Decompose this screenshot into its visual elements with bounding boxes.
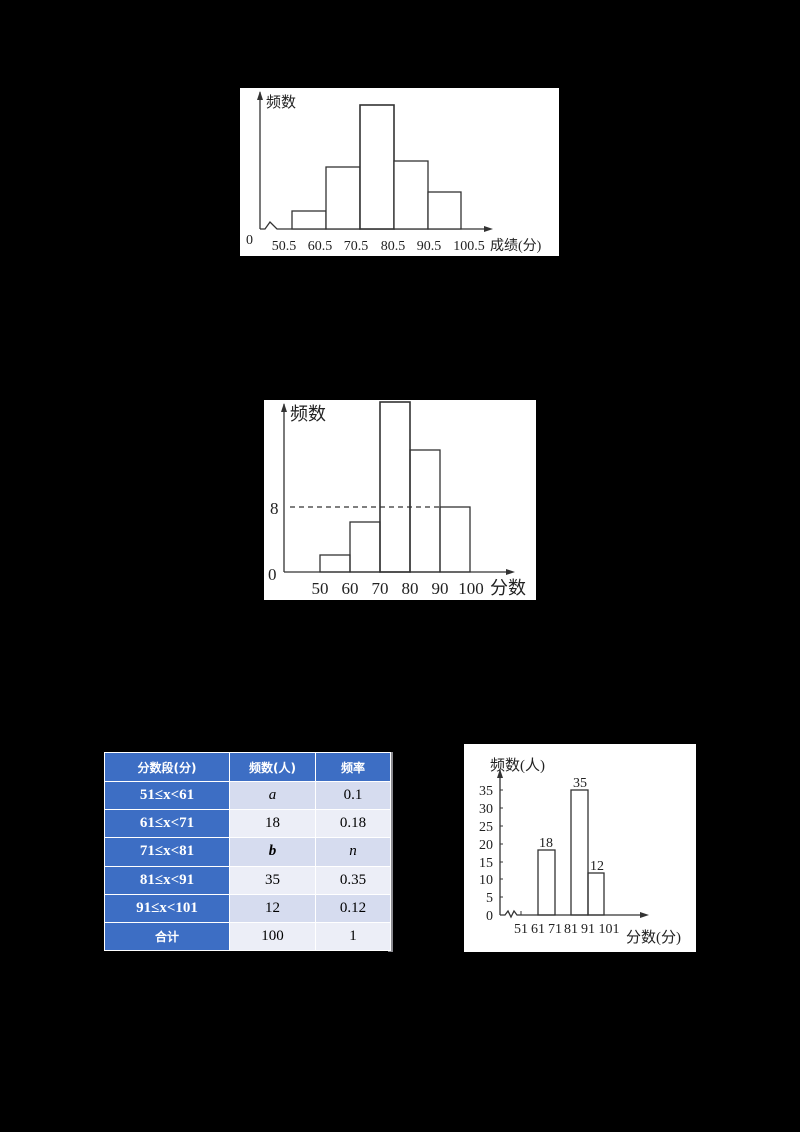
x-axis-label: 分数 <box>490 578 526 598</box>
x-tick: 51 <box>514 922 528 937</box>
cell-count: 18 <box>229 809 316 839</box>
header-range: 分数段(分) <box>104 751 230 783</box>
y-axis-label: 频数(人) <box>490 757 545 774</box>
cell-count: b <box>229 837 316 867</box>
x-tick: 100 <box>458 579 484 598</box>
x-tick: 90 <box>432 579 449 598</box>
histogram-1-svg: 频数 0 50.5 60.5 70.5 80.5 90.5 100.5 成绩(分… <box>246 91 542 254</box>
y-axis-label: 频数 <box>266 94 296 111</box>
x-tick: 71 <box>548 922 562 937</box>
y-tick: 15 <box>479 856 493 871</box>
cell-range: 91≤x<101 <box>104 893 230 923</box>
header-count: 频数(人) <box>229 751 316 783</box>
histogram-3: 频数(人) 0 5 10 15 20 25 30 35 18 35 12 51 … <box>464 744 696 952</box>
x-axis-label: 分数(分) <box>626 929 681 946</box>
cell-range: 81≤x<91 <box>104 865 230 895</box>
histogram-3-svg: 频数(人) 0 5 10 15 20 25 30 35 18 35 12 51 … <box>479 757 681 946</box>
x-tick: 61 <box>531 922 545 937</box>
table-row: 51≤x<61 a 0.1 <box>104 781 391 811</box>
cell-count: 35 <box>229 865 316 895</box>
x-tick: 80.5 <box>381 239 406 254</box>
table-row: 61≤x<71 18 0.18 <box>104 809 391 839</box>
cell-freq: 0.12 <box>315 893 391 923</box>
x-tick: 60.5 <box>308 239 333 254</box>
table-total-row: 合计 100 1 <box>104 921 391 952</box>
x-tick: 70.5 <box>344 239 369 254</box>
bar-label: 18 <box>539 836 553 851</box>
frequency-table: 分数段(分) 频数(人) 频率 51≤x<61 a 0.1 61≤x<71 18… <box>104 751 391 952</box>
y-tick: 30 <box>479 802 493 817</box>
y-tick: 25 <box>479 820 493 835</box>
cell-freq: 0.35 <box>315 865 391 895</box>
bar-label: 12 <box>590 859 604 874</box>
cell-total-count: 100 <box>229 921 316 952</box>
cell-freq: 0.18 <box>315 809 391 839</box>
histogram-2: 频数 8 0 50 60 70 80 90 100 分数 <box>264 400 536 600</box>
cell-freq: 0.1 <box>315 781 391 811</box>
table-row: 81≤x<91 35 0.35 <box>104 865 391 895</box>
x-tick: 70 <box>372 579 389 598</box>
cell-freq: n <box>315 837 391 867</box>
x-tick: 81 <box>564 922 578 937</box>
cell-range: 61≤x<71 <box>104 809 230 839</box>
bar-label: 35 <box>573 776 587 791</box>
cell-count: a <box>229 781 316 811</box>
cell-total-label: 合计 <box>104 921 230 952</box>
y-tick: 5 <box>486 891 493 906</box>
histogram-1: 频数 0 50.5 60.5 70.5 80.5 90.5 100.5 成绩(分… <box>240 88 559 256</box>
origin-label: 0 <box>268 565 277 584</box>
x-axis-label: 成绩(分) <box>490 238 542 254</box>
y-tick-8: 8 <box>270 499 279 518</box>
cell-count: 12 <box>229 893 316 923</box>
table-header-row: 分数段(分) 频数(人) 频率 <box>104 751 391 783</box>
y-tick: 20 <box>479 838 493 853</box>
y-tick: 0 <box>486 909 493 924</box>
cell-range: 71≤x<81 <box>104 837 230 867</box>
cell-range: 51≤x<61 <box>104 781 230 811</box>
x-tick: 50 <box>312 579 329 598</box>
x-tick: 60 <box>342 579 359 598</box>
x-tick: 50.5 <box>272 239 297 254</box>
table-row: 91≤x<101 12 0.12 <box>104 893 391 923</box>
table-row: 71≤x<81 b n <box>104 837 391 867</box>
origin-label: 0 <box>246 233 253 248</box>
y-axis-label: 频数 <box>290 404 326 424</box>
y-tick: 10 <box>479 873 493 888</box>
x-tick: 100.5 <box>453 239 485 254</box>
x-tick: 90.5 <box>417 239 442 254</box>
histogram-2-svg: 频数 8 0 50 60 70 80 90 100 分数 <box>268 401 526 598</box>
x-tick: 91 <box>581 922 595 937</box>
cell-total-freq: 1 <box>315 921 391 952</box>
y-tick: 35 <box>479 784 493 799</box>
x-tick: 101 <box>599 922 620 937</box>
header-freq: 频率 <box>315 751 391 783</box>
x-tick: 80 <box>402 579 419 598</box>
